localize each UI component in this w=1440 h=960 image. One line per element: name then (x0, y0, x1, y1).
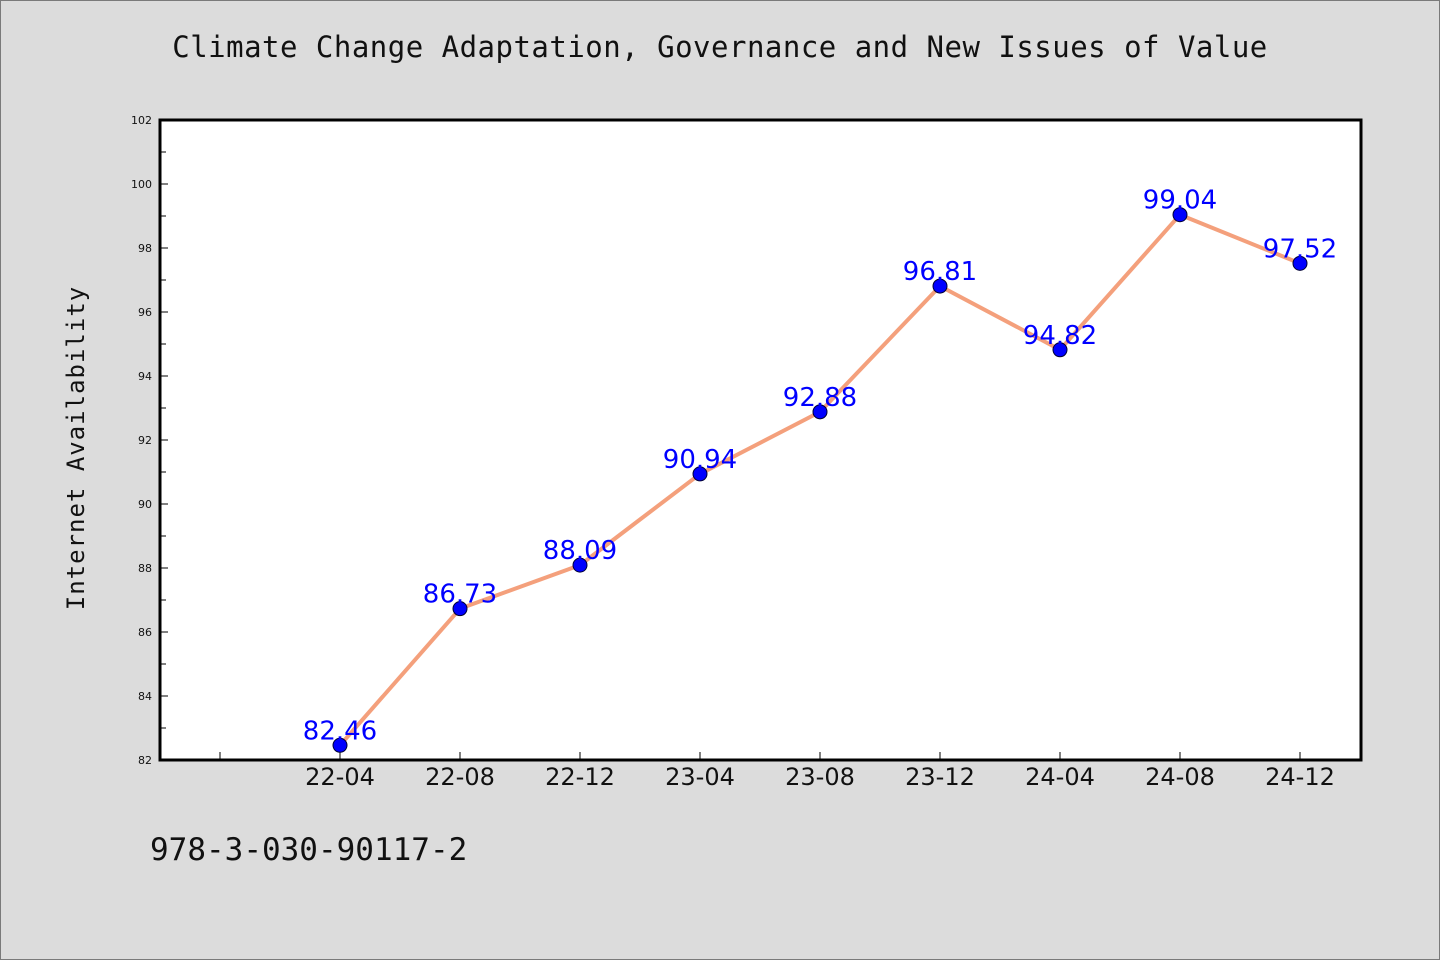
y-tick-label: 102 (131, 114, 152, 127)
data-point (332, 737, 348, 753)
x-tick-label: 23-04 (665, 763, 735, 791)
x-tick-label: 24-12 (1265, 763, 1335, 791)
data-point (572, 557, 588, 573)
x-axis: 22-04 22-08 22-12 23-04 23-08 23-12 24-04 24-08… (219, 752, 1335, 791)
data-label: 88.09 (543, 536, 617, 566)
data-label: 92.88 (783, 383, 857, 413)
isbn-footer: 978-3-030-90117-2 (150, 832, 468, 868)
data-label: 86.73 (423, 580, 497, 610)
data-label: 90.94 (663, 445, 737, 475)
x-tick-label: 22-04 (305, 763, 375, 791)
x-tick-label: 24-08 (1145, 763, 1215, 791)
data-series (332, 207, 1308, 753)
y-tick-label: 98 (138, 242, 152, 255)
data-point (1172, 207, 1188, 223)
x-tick-label: 23-12 (905, 763, 975, 791)
plot-area (158, 118, 1363, 762)
y-tick-label: 82 (138, 754, 152, 767)
y-tick-label: 88 (138, 562, 152, 575)
data-label: 96.81 (903, 257, 977, 287)
data-label: 97.52 (1263, 234, 1337, 264)
x-tick-label: 23-08 (785, 763, 855, 791)
data-point (1052, 342, 1068, 358)
y-tick-label: 86 (138, 626, 152, 639)
data-label: 99.04 (1143, 186, 1217, 216)
data-point (812, 404, 828, 420)
chart-title: Climate Change Adaptation, Governance an… (172, 30, 1268, 64)
x-tick-label: 24-04 (1025, 763, 1095, 791)
data-labels: 82.46 86.73 88.09 90.94 92.88 96.81 94.82 99.04… (303, 186, 1337, 747)
y-axis: 82 84 86 88 90 92 94 96 98 100 102 (131, 114, 168, 767)
y-tick-label: 84 (138, 690, 152, 703)
y-tick-label: 96 (138, 306, 152, 319)
data-label: 82.46 (303, 716, 377, 746)
y-tick-label: 94 (138, 370, 152, 383)
y-tick-label: 90 (138, 498, 152, 511)
data-point (932, 278, 948, 294)
x-tick-label: 22-08 (425, 763, 495, 791)
data-point (452, 601, 468, 617)
y-tick-label: 100 (131, 178, 152, 191)
data-point (692, 466, 708, 482)
y-tick-label: 92 (138, 434, 152, 447)
x-tick-label: 22-12 (545, 763, 615, 791)
data-point (1292, 255, 1308, 271)
data-label: 94.82 (1023, 321, 1097, 351)
